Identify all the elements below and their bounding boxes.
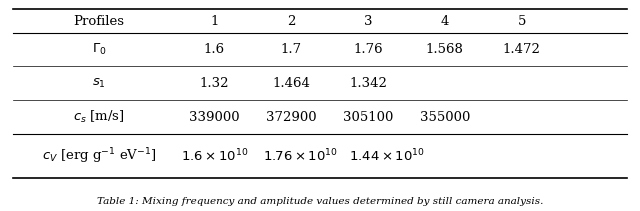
Text: 372900: 372900	[266, 111, 317, 124]
Text: 1.32: 1.32	[200, 77, 229, 90]
Text: $s_1$: $s_1$	[92, 77, 106, 90]
Text: $c_s$ [m/s]: $c_s$ [m/s]	[74, 109, 125, 125]
Text: 2: 2	[287, 15, 296, 28]
Text: 3: 3	[364, 15, 372, 28]
Text: Table 1: Mixing frequency and amplitude values determined by still camera analys: Table 1: Mixing frequency and amplitude …	[97, 197, 543, 206]
Text: 355000: 355000	[420, 111, 470, 124]
Text: 1.464: 1.464	[272, 77, 310, 90]
Text: $c_V$ [erg g$^{-1}$ eV$^{-1}$]: $c_V$ [erg g$^{-1}$ eV$^{-1}$]	[42, 146, 157, 166]
Text: 1.76: 1.76	[353, 43, 383, 56]
Text: 305100: 305100	[343, 111, 393, 124]
Text: 1.6: 1.6	[204, 43, 225, 56]
Text: 1.342: 1.342	[349, 77, 387, 90]
Text: 339000: 339000	[189, 111, 240, 124]
Text: Profiles: Profiles	[74, 15, 125, 28]
Text: 5: 5	[517, 15, 526, 28]
Text: $1.44 \times 10^{10}$: $1.44 \times 10^{10}$	[349, 148, 425, 164]
Text: $\Gamma_0$: $\Gamma_0$	[92, 42, 107, 57]
Text: 1.7: 1.7	[280, 43, 302, 56]
Text: 1.472: 1.472	[502, 43, 541, 56]
Text: 1: 1	[210, 15, 219, 28]
Text: 4: 4	[440, 15, 449, 28]
Text: $1.6 \times 10^{10}$: $1.6 \times 10^{10}$	[180, 148, 248, 164]
Text: $1.76 \times 10^{10}$: $1.76 \times 10^{10}$	[263, 148, 339, 164]
Text: 1.568: 1.568	[426, 43, 464, 56]
